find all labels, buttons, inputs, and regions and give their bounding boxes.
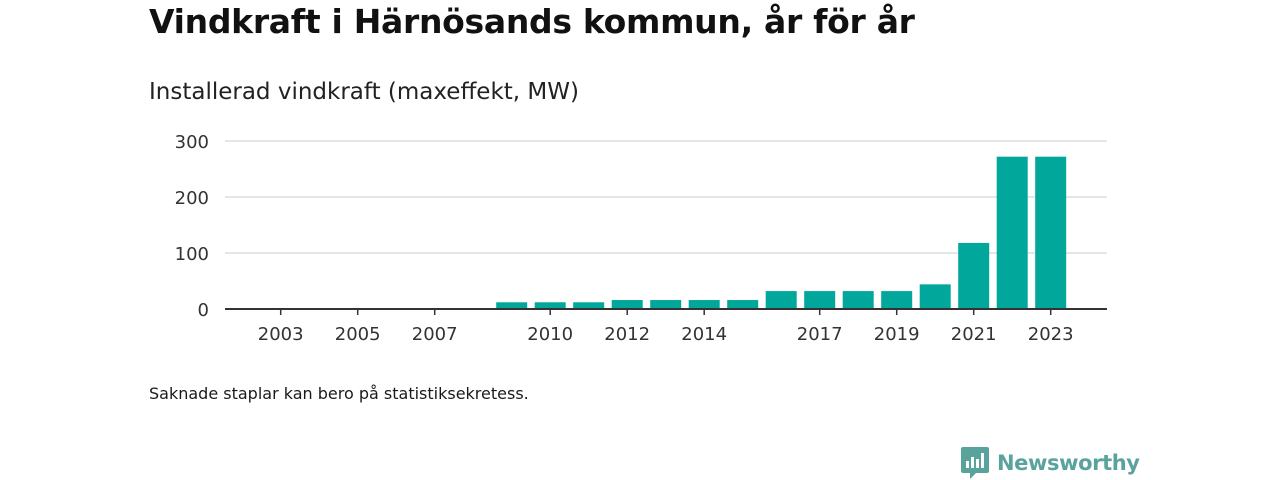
bar-2013 — [650, 300, 682, 309]
bar-2012 — [611, 300, 643, 309]
chart-title: Vindkraft i Härnösands kommun, år för år — [149, 2, 915, 41]
gridlines — [225, 140, 1107, 254]
brand-logo[interactable]: Newsworthy — [961, 447, 1140, 479]
x-tick-label: 2021 — [951, 324, 997, 345]
x-tick-label: 2010 — [527, 324, 573, 345]
x-tick-label: 2017 — [797, 324, 843, 345]
bars — [496, 156, 1067, 309]
chart-subtitle: Installerad vindkraft (maxeffekt, MW) — [149, 79, 579, 105]
y-tick-label: 300 — [175, 132, 209, 153]
x-tick-label: 2014 — [681, 324, 727, 345]
x-tick-label: 2007 — [412, 324, 458, 345]
x-tick-label: 2005 — [335, 324, 381, 345]
bar-2017 — [804, 291, 836, 309]
x-tick-label: 2019 — [874, 324, 920, 345]
bar-2022 — [996, 156, 1028, 309]
bar-2021 — [958, 242, 990, 309]
newsworthy-logo-icon — [961, 447, 989, 479]
y-axis-ticks: 0 100 200 300 — [175, 132, 209, 321]
bar-2016 — [765, 291, 797, 309]
y-tick-label: 100 — [175, 244, 209, 265]
y-tick-label: 200 — [175, 188, 209, 209]
bar-2011 — [573, 302, 605, 309]
x-axis-ticks: 2003 2005 2007 2010 2012 2014 2017 2019 2021 2023 — [258, 309, 1074, 345]
bar-2020 — [919, 284, 951, 309]
x-tick-label: 2023 — [1028, 324, 1074, 345]
footnote: Saknade staplar kan bero på statistiksek… — [149, 384, 529, 403]
y-tick-label: 0 — [198, 300, 209, 321]
bar-2009 — [496, 302, 528, 309]
bar-2015 — [727, 300, 759, 309]
bar-2019 — [881, 291, 913, 309]
x-tick-label: 2003 — [258, 324, 304, 345]
bar-2023 — [1035, 156, 1067, 309]
bar-2010 — [534, 302, 566, 309]
x-tick-label: 2012 — [604, 324, 650, 345]
brand-name: Newsworthy — [997, 451, 1140, 475]
bar-2018 — [842, 291, 874, 309]
bar-2014 — [688, 300, 720, 309]
